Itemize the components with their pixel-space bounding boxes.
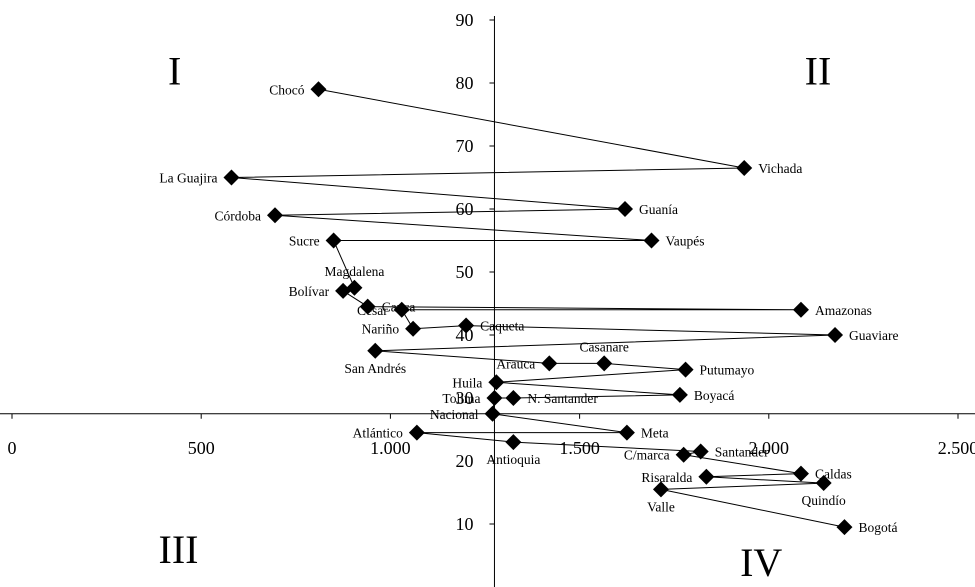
data-point-label: Santander — [715, 445, 769, 460]
data-point-label: Tolima — [442, 391, 480, 406]
data-point-marker — [346, 279, 363, 296]
data-point-marker — [310, 81, 327, 98]
data-point-marker — [505, 434, 522, 451]
data-point-label: Boyacá — [694, 388, 734, 403]
data-point-label: Cauca — [382, 300, 416, 315]
data-point-marker — [359, 298, 376, 315]
y-tick-label: 20 — [455, 451, 473, 471]
y-tick-label: 70 — [455, 136, 473, 156]
data-point-label: La Guajira — [159, 171, 217, 186]
markers — [223, 81, 853, 536]
data-point-label: Arauca — [496, 356, 535, 371]
data-point-marker — [792, 465, 809, 482]
data-point-marker — [692, 443, 709, 460]
data-point-label: Valle — [647, 499, 675, 514]
data-point-label: Córdoba — [214, 208, 261, 223]
data-point-marker — [223, 169, 240, 186]
x-tick-label: 1.000 — [370, 438, 411, 458]
data-point-marker — [617, 201, 634, 217]
data-point-label: Vaupés — [665, 234, 704, 249]
data-point-label: Caqueta — [480, 319, 524, 334]
data-point-marker — [698, 468, 715, 485]
y-tick-label: 30 — [455, 388, 473, 408]
data-point-label: Risaralda — [641, 470, 692, 485]
data-point-marker — [792, 301, 809, 318]
data-point-marker — [458, 317, 475, 334]
data-point-marker — [643, 232, 660, 249]
data-point-label: Atlántico — [353, 426, 403, 441]
data-point-label: Meta — [641, 426, 669, 441]
data-point-label: Guaviare — [849, 328, 898, 343]
data-point-marker — [335, 282, 352, 299]
data-point-label: Sucre — [289, 234, 320, 249]
x-tick-label: 0 — [8, 438, 17, 458]
data-point-marker — [827, 327, 844, 343]
data-point-label: Guanía — [639, 202, 678, 217]
data-point-label: Huila — [452, 375, 482, 390]
data-point-label: C/marca — [624, 448, 670, 463]
data-point-marker — [541, 355, 558, 372]
data-point-label: N. Santander — [527, 391, 598, 406]
data-point-marker — [408, 424, 425, 441]
connector-line — [231, 88, 845, 528]
data-point-label: Quindío — [802, 493, 847, 508]
data-point-marker — [488, 374, 505, 391]
data-point-label: Putumayo — [700, 363, 755, 378]
data-point-marker — [675, 446, 692, 463]
data-point-marker — [836, 519, 853, 536]
data-point-marker — [618, 424, 635, 441]
x-tick-label: 1.500 — [559, 438, 600, 458]
y-tick-label: 60 — [455, 199, 473, 219]
data-point-marker — [486, 390, 503, 406]
data-point-marker — [652, 481, 669, 498]
data-point-marker — [815, 475, 832, 492]
data-point-marker — [266, 207, 283, 224]
data-point-marker — [596, 355, 613, 372]
data-point-label: Antioquia — [486, 452, 540, 467]
data-point-label: Casanare — [579, 339, 628, 354]
data-point-label: Nariño — [362, 322, 400, 337]
data-point-marker — [677, 361, 694, 378]
data-point-label: Vichada — [758, 161, 802, 176]
point-labels: Chocó Vichada La Guajira Guanía Córdoba Vaupé… — [159, 82, 898, 535]
data-point-label: Cesar — [357, 303, 388, 318]
data-point-marker — [393, 301, 410, 318]
y-tick-label: 10 — [455, 514, 473, 534]
data-point-label: Chocó — [269, 82, 304, 97]
data-point-label: Nacional — [430, 407, 479, 422]
data-point-marker — [505, 390, 522, 406]
quadrant-label: II — [805, 48, 832, 93]
data-point-marker — [671, 386, 688, 403]
axes: 0 500 1.000 1.500 2.000 2.5001020304050607080… — [0, 10, 975, 587]
x-tick-label: 500 — [188, 438, 215, 458]
quadrant-label: IV — [740, 540, 782, 585]
quadrant-label: I — [168, 48, 181, 93]
data-point-marker — [736, 160, 753, 177]
data-point-marker — [484, 405, 501, 422]
x-tick-label: 2.000 — [749, 438, 790, 458]
data-point-marker — [405, 320, 422, 337]
y-tick-label: 80 — [455, 73, 473, 93]
data-point-label: San Andrés — [344, 361, 406, 376]
data-point-label: Bogotá — [858, 520, 897, 535]
quadrant-label: III — [159, 527, 199, 572]
connector-line-group — [231, 88, 845, 528]
x-tick-label: 2.500 — [938, 438, 975, 458]
data-point-marker — [367, 342, 384, 359]
y-tick-label: 50 — [455, 262, 473, 282]
data-point-marker — [325, 232, 342, 249]
data-point-label: Bolívar — [289, 284, 330, 299]
data-point-label: Amazonas — [815, 303, 872, 318]
data-point-label: Magdalena — [324, 264, 384, 279]
data-point-label: Caldas — [815, 467, 852, 482]
y-tick-label: 90 — [455, 10, 473, 30]
